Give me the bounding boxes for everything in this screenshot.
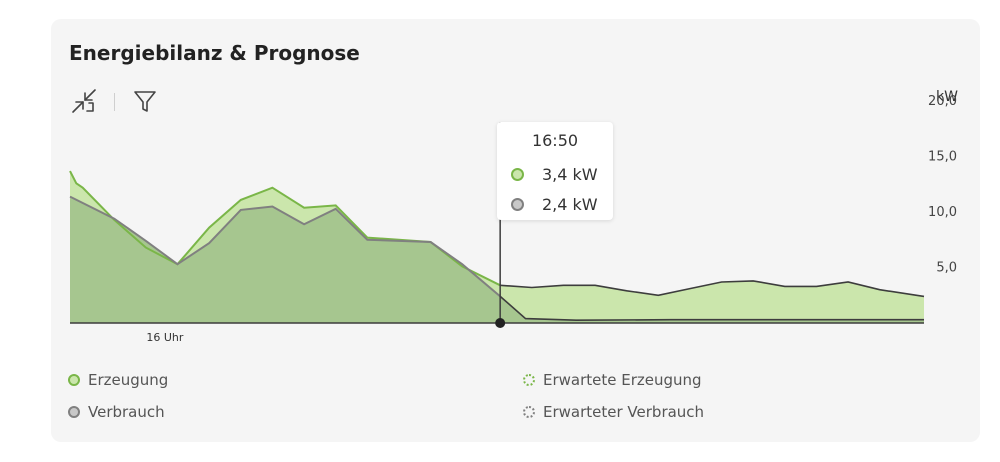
chart-tooltip: 16:50 3,4 kW 2,4 kW bbox=[497, 122, 613, 220]
expected-generation-line bbox=[500, 280, 925, 298]
y-tick-label: 10,0 bbox=[928, 205, 957, 220]
legend-label: Erzeugung bbox=[88, 371, 169, 389]
legend-dotted-green-icon bbox=[523, 374, 535, 386]
unit-label: kW bbox=[936, 89, 958, 105]
card-title: Energiebilanz & Prognose bbox=[69, 41, 360, 65]
y-tick-label: 20,0 bbox=[928, 94, 957, 109]
y-tick-label: 5,0 bbox=[936, 261, 957, 276]
tooltip-row-consumption: 2,4 kW bbox=[511, 195, 598, 214]
legend-label: Erwartete Erzeugung bbox=[543, 371, 702, 389]
legend-label: Erwarteter Verbrauch bbox=[543, 403, 705, 421]
tooltip-consumption-value: 2,4 kW bbox=[542, 195, 598, 214]
collapse-arrows-icon[interactable] bbox=[71, 88, 97, 114]
legend-label: Verbrauch bbox=[88, 403, 165, 421]
tooltip-generation-value: 3,4 kW bbox=[542, 165, 598, 184]
legend-solid-green-icon bbox=[68, 374, 80, 386]
legend-item-expected-consumption[interactable]: Erwarteter Verbrauch bbox=[523, 402, 704, 422]
energy-chart[interactable]: 5,0 10,0 15,0 20,0 16 Uhr bbox=[51, 19, 980, 359]
y-tick-label: 15,0 bbox=[928, 150, 957, 165]
x-tick-label: 16 Uhr bbox=[146, 331, 184, 344]
expected-consumption-line bbox=[499, 295, 924, 322]
toolbar-divider bbox=[114, 93, 115, 111]
legend-solid-grey-icon bbox=[68, 406, 80, 418]
legend-dotted-grey-icon bbox=[523, 406, 535, 418]
tooltip-row-generation: 3,4 kW bbox=[511, 165, 598, 184]
consumption-area bbox=[70, 196, 924, 323]
consumption-dot-icon bbox=[511, 198, 524, 211]
legend-item-consumption[interactable]: Verbrauch bbox=[68, 402, 165, 422]
filter-icon[interactable] bbox=[132, 88, 158, 114]
consumption-line bbox=[69, 195, 501, 298]
cursor-point bbox=[495, 318, 506, 328]
legend-item-generation[interactable]: Erzeugung bbox=[68, 370, 168, 390]
energy-balance-card: Energiebilanz & Prognose kW 5,0 10,0 15,0 2… bbox=[51, 19, 980, 442]
tooltip-time: 16:50 bbox=[531, 131, 579, 150]
generation-dot-icon bbox=[511, 168, 524, 181]
legend-item-expected-generation[interactable]: Erwartete Erzeugung bbox=[523, 370, 702, 390]
